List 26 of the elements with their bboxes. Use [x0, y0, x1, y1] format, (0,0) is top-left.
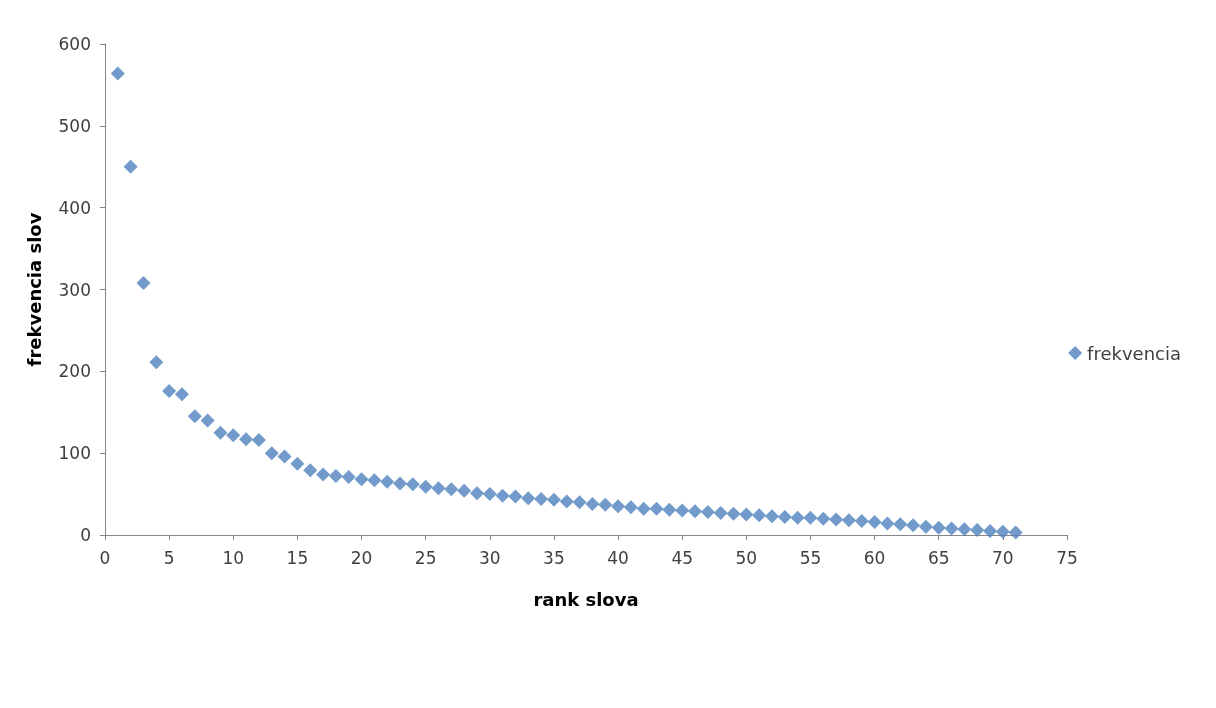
x-tick-label: 15	[286, 547, 309, 568]
x-tick-label: 10	[222, 547, 245, 568]
y-tick-label: 400	[58, 197, 91, 218]
y-tick-label: 200	[58, 361, 91, 382]
x-tick-label: 40	[607, 547, 629, 568]
y-tick-label: 600	[58, 34, 91, 54]
x-tick-label: 65	[927, 547, 950, 568]
x-tick-label: 35	[543, 547, 565, 568]
x-axis-title: rank slova	[533, 588, 639, 610]
x-tick-label: 0	[99, 547, 111, 568]
x-tick-label: 30	[478, 547, 501, 568]
y-tick-label: 300	[58, 279, 91, 300]
x-tick-label: 20	[350, 547, 373, 568]
x-tick-label: 75	[1056, 547, 1078, 568]
y-axis-title: frekvencia slov	[23, 212, 45, 367]
x-tick-label: 55	[799, 547, 822, 568]
y-tick-label: 0	[80, 525, 91, 545]
y-tick-label: 500	[58, 115, 91, 136]
y-tick-label: 100	[58, 443, 91, 464]
legend-label: frekvencia	[1087, 342, 1181, 364]
x-tick-label: 25	[414, 547, 437, 568]
x-tick-label: 5	[163, 547, 175, 568]
x-tick-label: 60	[863, 547, 886, 568]
x-tick-label: 70	[992, 547, 1014, 568]
x-tick-label: 50	[735, 547, 758, 568]
x-tick-label: 45	[671, 547, 694, 568]
